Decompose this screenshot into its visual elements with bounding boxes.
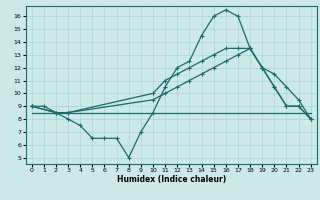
X-axis label: Humidex (Indice chaleur): Humidex (Indice chaleur)	[116, 175, 226, 184]
